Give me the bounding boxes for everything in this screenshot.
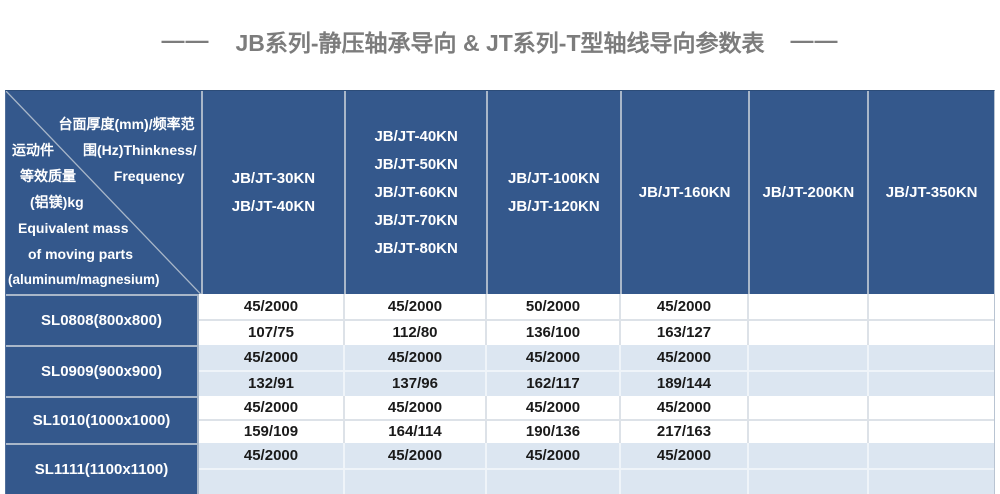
table-cell bbox=[619, 470, 747, 494]
table-cell: 159/109 bbox=[199, 421, 343, 444]
table-cell bbox=[867, 345, 994, 370]
title-dash-right: —— bbox=[791, 27, 839, 53]
table-cell bbox=[747, 294, 867, 319]
table-cell: 45/2000 bbox=[199, 396, 343, 419]
table-cell bbox=[747, 396, 867, 419]
table-cell: 162/117 bbox=[485, 372, 619, 397]
corner-line-3: 等效质量 Frequency bbox=[6, 163, 201, 189]
table-cell: 217/163 bbox=[619, 421, 747, 444]
corner-line-2-left: 运动件 bbox=[6, 137, 54, 163]
table-row-sl1111: SL1111(1100x1100) 45/2000 45/2000 45/200… bbox=[6, 443, 994, 494]
table-cell: 45/2000 bbox=[619, 294, 747, 319]
table-cell: 163/127 bbox=[619, 321, 747, 346]
table-cell bbox=[867, 443, 994, 468]
subrow-equivalent-mass: 107/75 112/80 136/100 163/127 bbox=[199, 321, 994, 346]
table-cell: 50/2000 bbox=[485, 294, 619, 319]
corner-line-7: (aluminum/magnesium) bbox=[6, 267, 201, 293]
header-col-350kn: JB/JT-350KN bbox=[867, 91, 994, 294]
title-text: JB系列-静压轴承导向 & JT系列-T型轴线导向参数表 bbox=[236, 30, 765, 56]
table-cell: 190/136 bbox=[485, 421, 619, 444]
table-cell: 132/91 bbox=[199, 372, 343, 397]
corner-line-3-right: Frequency bbox=[114, 163, 201, 189]
table-cell bbox=[747, 321, 867, 346]
table-row-sl0909: SL0909(900x900) 45/2000 45/2000 45/2000 … bbox=[6, 345, 994, 396]
table-cell: 45/2000 bbox=[343, 294, 485, 319]
subrow-thickness-frequency: 45/2000 45/2000 45/2000 45/2000 bbox=[199, 396, 994, 421]
table-cell: 45/2000 bbox=[485, 345, 619, 370]
subrow-equivalent-mass: 132/91 137/96 162/117 189/144 bbox=[199, 372, 994, 397]
row-label: SL0909(900x900) bbox=[6, 345, 199, 396]
header-col-160kn: JB/JT-160KN bbox=[620, 91, 748, 294]
subrow-thickness-frequency: 45/2000 45/2000 45/2000 45/2000 bbox=[199, 345, 994, 372]
subrow-thickness-frequency: 45/2000 45/2000 45/2000 45/2000 bbox=[199, 443, 994, 470]
table-cell: 136/100 bbox=[485, 321, 619, 346]
table-cell: 45/2000 bbox=[199, 443, 343, 468]
table-cell: 45/2000 bbox=[343, 396, 485, 419]
page-title: —— JB系列-静压轴承导向 & JT系列-T型轴线导向参数表 —— bbox=[0, 24, 1000, 58]
table-cell bbox=[747, 372, 867, 397]
corner-line-2: 运动件 围(Hz)Thinkness/ bbox=[6, 137, 201, 163]
corner-line-2-right: 围(Hz)Thinkness/ bbox=[83, 137, 201, 163]
subrow-equivalent-mass bbox=[199, 470, 994, 494]
table-cell: 45/2000 bbox=[619, 345, 747, 370]
corner-line-6: of moving parts bbox=[6, 241, 201, 267]
table-cell bbox=[747, 470, 867, 494]
header-col-200kn: JB/JT-200KN bbox=[748, 91, 868, 294]
header-col-100-120kn: JB/JT-100KN JB/JT-120KN bbox=[486, 91, 620, 294]
table-cell bbox=[747, 345, 867, 370]
table-cell: 189/144 bbox=[619, 372, 747, 397]
corner-line-4: (铝镁)kg bbox=[6, 189, 201, 215]
table-cell: 45/2000 bbox=[485, 396, 619, 419]
table-cell: 112/80 bbox=[343, 321, 485, 346]
corner-line-3-left: 等效质量 bbox=[6, 163, 76, 189]
table-row-sl1010: SL1010(1000x1000) 45/2000 45/2000 45/200… bbox=[6, 396, 994, 443]
subrow-thickness-frequency: 45/2000 45/2000 50/2000 45/2000 bbox=[199, 294, 994, 321]
subrow-equivalent-mass: 159/109 164/114 190/136 217/163 bbox=[199, 421, 994, 444]
parameter-table: 台面厚度(mm)/频率范 运动件 围(Hz)Thinkness/ 等效质量 Fr… bbox=[5, 90, 995, 494]
table-cell: 45/2000 bbox=[199, 345, 343, 370]
table-cell: 45/2000 bbox=[485, 443, 619, 468]
corner-line-1: 台面厚度(mm)/频率范 bbox=[6, 111, 201, 137]
table-cell bbox=[867, 372, 994, 397]
table-cell bbox=[485, 470, 619, 494]
table-cell bbox=[747, 421, 867, 444]
corner-header-cell: 台面厚度(mm)/频率范 运动件 围(Hz)Thinkness/ 等效质量 Fr… bbox=[6, 91, 201, 294]
table-cell bbox=[343, 470, 485, 494]
title-dash-left: —— bbox=[162, 27, 210, 53]
table-cell: 164/114 bbox=[343, 421, 485, 444]
table-cell bbox=[867, 396, 994, 419]
table-cell: 45/2000 bbox=[619, 396, 747, 419]
table-cell bbox=[867, 321, 994, 346]
table-cell bbox=[747, 443, 867, 468]
table-cell bbox=[867, 294, 994, 319]
row-label: SL0808(800x800) bbox=[6, 294, 199, 345]
table-cell bbox=[867, 421, 994, 444]
table-cell: 45/2000 bbox=[199, 294, 343, 319]
table-row-sl0808: SL0808(800x800) 45/2000 45/2000 50/2000 … bbox=[6, 294, 994, 345]
table-cell: 137/96 bbox=[343, 372, 485, 397]
table-cell: 107/75 bbox=[199, 321, 343, 346]
table-cell bbox=[199, 470, 343, 494]
table-cell: 45/2000 bbox=[343, 345, 485, 370]
table-cell: 45/2000 bbox=[343, 443, 485, 468]
row-label: SL1111(1100x1100) bbox=[6, 443, 199, 494]
header-col-30-40kn: JB/JT-30KN JB/JT-40KN bbox=[201, 91, 345, 294]
table-header-row: 台面厚度(mm)/频率范 运动件 围(Hz)Thinkness/ 等效质量 Fr… bbox=[6, 91, 994, 294]
row-label: SL1010(1000x1000) bbox=[6, 396, 199, 443]
table-cell bbox=[867, 470, 994, 494]
table-cell: 45/2000 bbox=[619, 443, 747, 468]
header-col-40-80kn: JB/JT-40KN JB/JT-50KN JB/JT-60KN JB/JT-7… bbox=[344, 91, 486, 294]
corner-line-5: Equivalent mass bbox=[6, 215, 201, 241]
